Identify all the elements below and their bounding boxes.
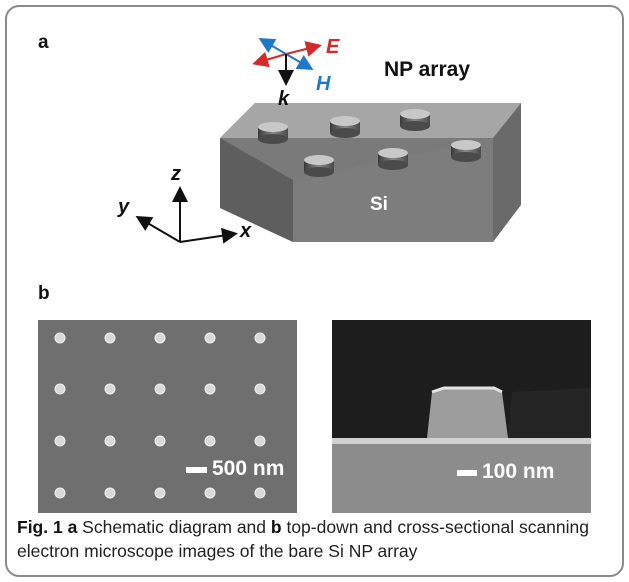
x-axis [179, 227, 238, 244]
pillar [451, 140, 481, 162]
e-field-arrow [252, 51, 287, 68]
e-field-arrow [285, 41, 322, 57]
x-axis-label: x [240, 220, 252, 242]
scale-bar [457, 470, 477, 476]
np-array-title: NP array [384, 58, 471, 81]
sem-top-down-image: 500 nm [38, 320, 297, 513]
pillar [258, 122, 288, 144]
wave-vectors [252, 37, 322, 86]
nanopillars [258, 109, 481, 177]
caption-text-2: top-down and cross-sectional scanning el… [17, 517, 589, 561]
panel-a-label: a [38, 32, 49, 53]
k-vector-label: k [278, 88, 290, 110]
si-substrate [220, 103, 521, 242]
scale-label-100nm: 100 nm [482, 460, 555, 483]
caption-fig-label: Fig. 1 [17, 517, 63, 537]
e-field-label: E [326, 36, 340, 58]
panel-b-label: b [38, 283, 50, 304]
h-field-arrow [258, 37, 287, 55]
scale-bar [186, 467, 207, 473]
h-field-arrow [285, 53, 314, 71]
h-field-label: H [316, 73, 331, 95]
pillar [330, 116, 360, 138]
y-axis-label: y [118, 196, 130, 218]
z-axis-label: z [171, 163, 181, 185]
pillar [400, 109, 430, 131]
scale-label-500nm: 500 nm [212, 457, 285, 480]
caption-a-label: a [67, 517, 78, 537]
caption-b-label: b [270, 517, 282, 537]
nanoparticle-grid [54, 332, 266, 499]
sem-cross-section-image: 100 nm [332, 320, 591, 513]
pillar [304, 155, 334, 177]
pillar [378, 148, 408, 170]
schematic-diagram [135, 37, 521, 244]
coordinate-axes [135, 186, 238, 244]
caption-text-1: Schematic diagram and [77, 517, 271, 537]
si-label: Si [370, 194, 388, 215]
y-axis [135, 215, 181, 243]
figure-caption: Fig. 1 a Schematic diagram and b top-dow… [17, 515, 617, 563]
cross-section-profile [332, 386, 591, 513]
